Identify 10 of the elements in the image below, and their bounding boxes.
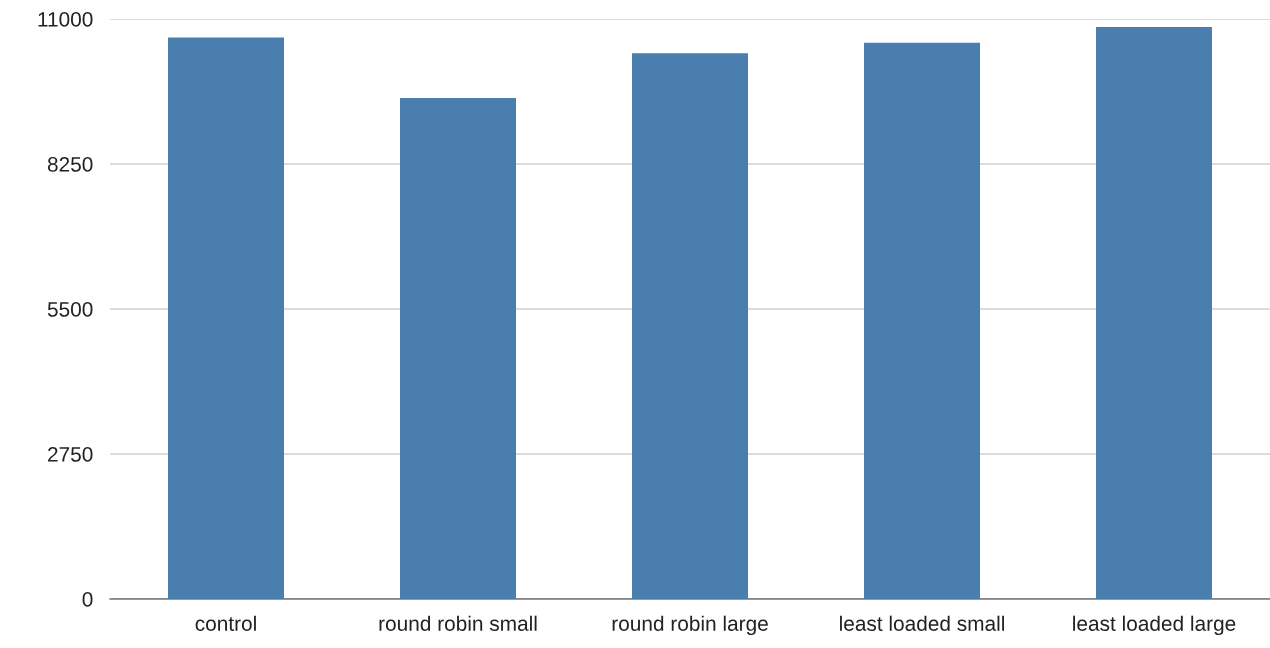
x-tick-label: round robin small bbox=[379, 615, 537, 631]
y-tick-label: 8250 bbox=[47, 157, 93, 172]
x-tick-label: least loaded large bbox=[1073, 615, 1236, 636]
y-tick-label: 0 bbox=[82, 592, 93, 607]
y-tick-label: 11000 bbox=[38, 12, 93, 27]
y-tick-label: 5500 bbox=[47, 302, 93, 317]
x-tick-label: control bbox=[195, 615, 256, 631]
y-tick-label: 2750 bbox=[48, 447, 93, 462]
x-tick-label: round robin large bbox=[612, 615, 768, 636]
x-tick-label: least loaded small bbox=[840, 615, 1004, 631]
